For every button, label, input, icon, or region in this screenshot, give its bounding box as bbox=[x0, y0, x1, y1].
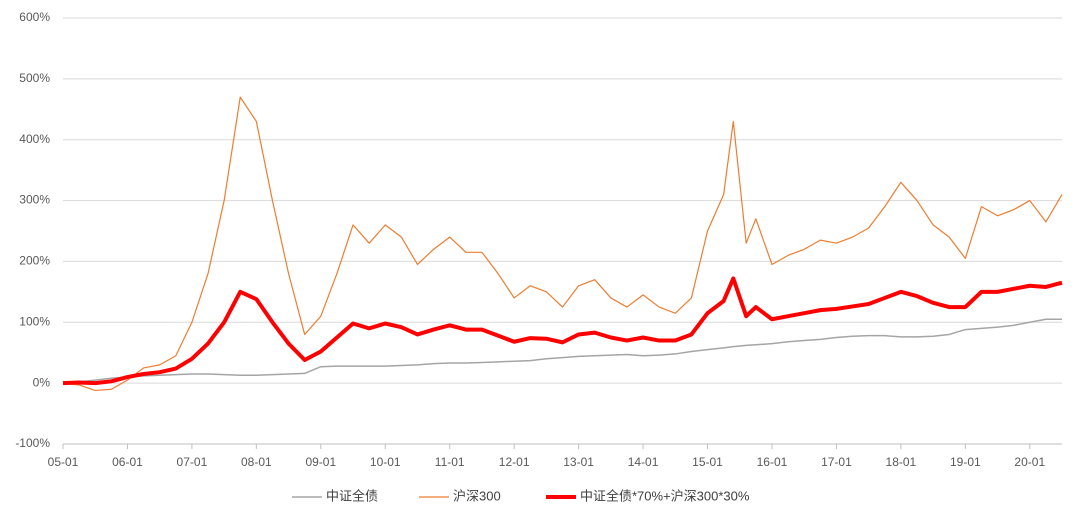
x-tick-label: 15-01 bbox=[692, 455, 723, 469]
x-tick-label: 07-01 bbox=[177, 455, 208, 469]
series-line bbox=[62, 96, 1063, 392]
x-tick-label: 17-01 bbox=[821, 455, 852, 469]
legend-label: 中证全债*70%+沪深300*30% bbox=[580, 488, 750, 503]
x-tick-label: 11-01 bbox=[435, 455, 465, 469]
x-tick-label: 19-01 bbox=[950, 455, 981, 469]
x-tick-label: 10-01 bbox=[370, 455, 401, 469]
series-line bbox=[62, 276, 1063, 386]
x-tick-label: 16-01 bbox=[757, 455, 788, 469]
legend-label: 中证全债 bbox=[326, 488, 378, 503]
x-tick-label: 18-01 bbox=[886, 455, 917, 469]
y-tick-label: 400% bbox=[19, 132, 50, 146]
x-tick-label: 09-01 bbox=[305, 455, 336, 469]
y-tick-label: 0% bbox=[33, 375, 51, 389]
y-tick-label: 600% bbox=[19, 10, 50, 24]
y-tick-label: 500% bbox=[19, 71, 50, 85]
x-tick-label: 20-01 bbox=[1014, 455, 1045, 469]
x-tick-label: 12-01 bbox=[499, 455, 530, 469]
x-tick-label: 06-01 bbox=[112, 455, 143, 469]
x-tick-label: 13-01 bbox=[563, 455, 594, 469]
legend-label: 沪深300 bbox=[453, 488, 501, 503]
y-tick-label: 300% bbox=[19, 193, 50, 207]
y-tick-label: 100% bbox=[19, 314, 50, 328]
x-tick-label: 08-01 bbox=[241, 455, 272, 469]
x-tick-label: 05-01 bbox=[48, 455, 79, 469]
series-line bbox=[62, 318, 1062, 384]
x-tick-label: 14-01 bbox=[628, 455, 659, 469]
y-tick-label: -100% bbox=[15, 436, 50, 450]
y-tick-label: 200% bbox=[19, 254, 50, 268]
